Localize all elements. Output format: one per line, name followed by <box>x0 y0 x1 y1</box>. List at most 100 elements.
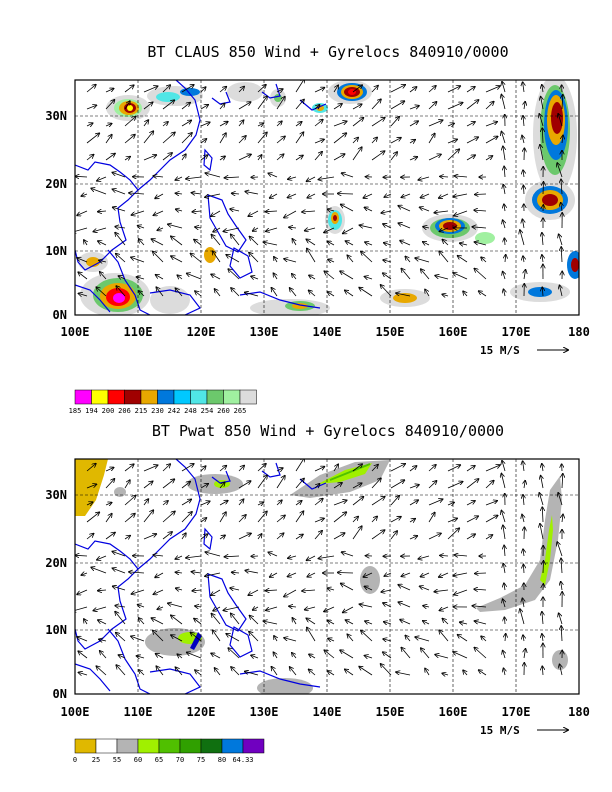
wind-arrow <box>116 254 126 263</box>
wind-arrow <box>86 484 96 489</box>
wind-arrow <box>384 194 392 197</box>
wind-arrow <box>171 635 183 642</box>
cloud-blobs <box>78 80 579 315</box>
wind-arrow <box>381 285 392 297</box>
wind-arrow <box>191 193 202 194</box>
wind-arrow <box>175 177 183 180</box>
wind-arrow <box>112 568 126 574</box>
wind-arrow <box>143 499 148 506</box>
wind-arrow <box>474 210 487 211</box>
wind-arrow <box>211 614 221 625</box>
wind-arrow <box>314 120 323 127</box>
wind-arrow <box>86 534 94 540</box>
wind-arrow <box>97 555 107 560</box>
wind-arrow <box>504 204 505 212</box>
y-tick: 10N <box>45 244 67 258</box>
wind-arrow <box>181 482 190 489</box>
panel-pwat: BT Pwat 850 Wind + Gyrelocs 840910/0000 <box>45 422 590 764</box>
x-tick: 150E <box>376 705 405 719</box>
wind-arrow <box>324 227 335 233</box>
wind-arrow <box>504 166 505 178</box>
wind-arrow <box>273 652 277 659</box>
wind-arrow <box>453 193 468 197</box>
wind-arrow <box>390 480 404 489</box>
y-tick: 0N <box>53 687 67 701</box>
colorbar-label: 248 <box>184 407 197 415</box>
wind-arrow <box>503 651 505 659</box>
wind-arrow <box>86 133 99 144</box>
wind-arrow <box>86 464 96 472</box>
vector-scale-key: 15 M/S <box>480 724 568 737</box>
wind-arrow <box>384 573 392 576</box>
colorbar-label: 215 <box>135 407 148 415</box>
wind-arrow <box>213 227 221 232</box>
wind-arrow <box>249 253 259 263</box>
wind-arrow <box>541 476 543 489</box>
wind-arrow <box>390 517 401 523</box>
wind-arrow <box>561 203 562 212</box>
map-plot-area <box>75 80 579 315</box>
wind-arrow <box>276 154 284 161</box>
wind-arrow <box>309 654 316 658</box>
wind-arrow <box>131 636 145 642</box>
wind-arrow <box>200 518 206 523</box>
wind-arrow <box>292 239 296 246</box>
wind-arrow <box>162 479 174 489</box>
wind-arrow <box>309 275 316 279</box>
wind-arrow <box>558 114 563 127</box>
wind-arrow <box>485 465 500 472</box>
wind-arrow <box>93 227 107 232</box>
x-tick: 110E <box>124 705 153 719</box>
wind-arrow <box>75 606 88 611</box>
wind-arrow <box>327 209 335 211</box>
wind-arrow <box>447 86 460 93</box>
wind-arrow <box>266 211 278 212</box>
wind-arrow <box>200 105 208 110</box>
wind-arrow <box>100 272 107 280</box>
wind-arrow <box>502 82 505 93</box>
wind-arrow <box>137 656 145 658</box>
wind-arrow <box>151 239 164 246</box>
wind-arrow <box>440 555 449 556</box>
y-tick: 10N <box>45 623 67 637</box>
colorbar-swatch <box>157 389 175 405</box>
wind-arrow <box>228 648 240 659</box>
x-tick: 100E <box>61 325 90 339</box>
wind-arrow <box>542 85 543 93</box>
wind-arrow <box>186 556 202 558</box>
wind-arrow <box>475 621 487 625</box>
wind-arrow <box>187 652 202 659</box>
wind-arrow <box>562 474 563 489</box>
wind-arrow <box>524 270 526 280</box>
wind-arrow <box>153 252 164 263</box>
wind-arrow <box>333 533 345 540</box>
wind-arrow <box>328 638 335 641</box>
colorbar-swatch <box>200 738 223 754</box>
wind-arrow <box>460 622 468 624</box>
wind-arrow <box>409 466 417 472</box>
wind-arrow <box>143 102 153 110</box>
colorbar-swatch <box>140 389 158 405</box>
wind-arrow <box>77 210 88 215</box>
wind-arrow <box>288 572 297 577</box>
wind-arrow <box>250 616 259 625</box>
wind-arrow <box>361 252 373 263</box>
wind-arrow <box>542 464 543 472</box>
x-tick: 110E <box>124 325 153 339</box>
wind-arrow <box>383 224 392 229</box>
wind-arrow <box>371 86 378 93</box>
wind-arrow <box>238 136 246 144</box>
wind-arrow <box>231 288 240 297</box>
wind-arrow <box>503 599 505 608</box>
wind-arrow <box>522 136 524 144</box>
wind-arrow <box>524 102 525 110</box>
wind-arrow <box>124 536 130 539</box>
wind-arrow <box>381 211 392 213</box>
wind-arrow <box>361 631 373 642</box>
wind-arrow <box>365 621 373 624</box>
wind-arrow <box>138 605 145 607</box>
wind-arrow <box>390 101 404 110</box>
wind-arrow <box>153 210 164 215</box>
wind-arrow <box>309 669 316 676</box>
wind-arrow <box>105 89 114 93</box>
